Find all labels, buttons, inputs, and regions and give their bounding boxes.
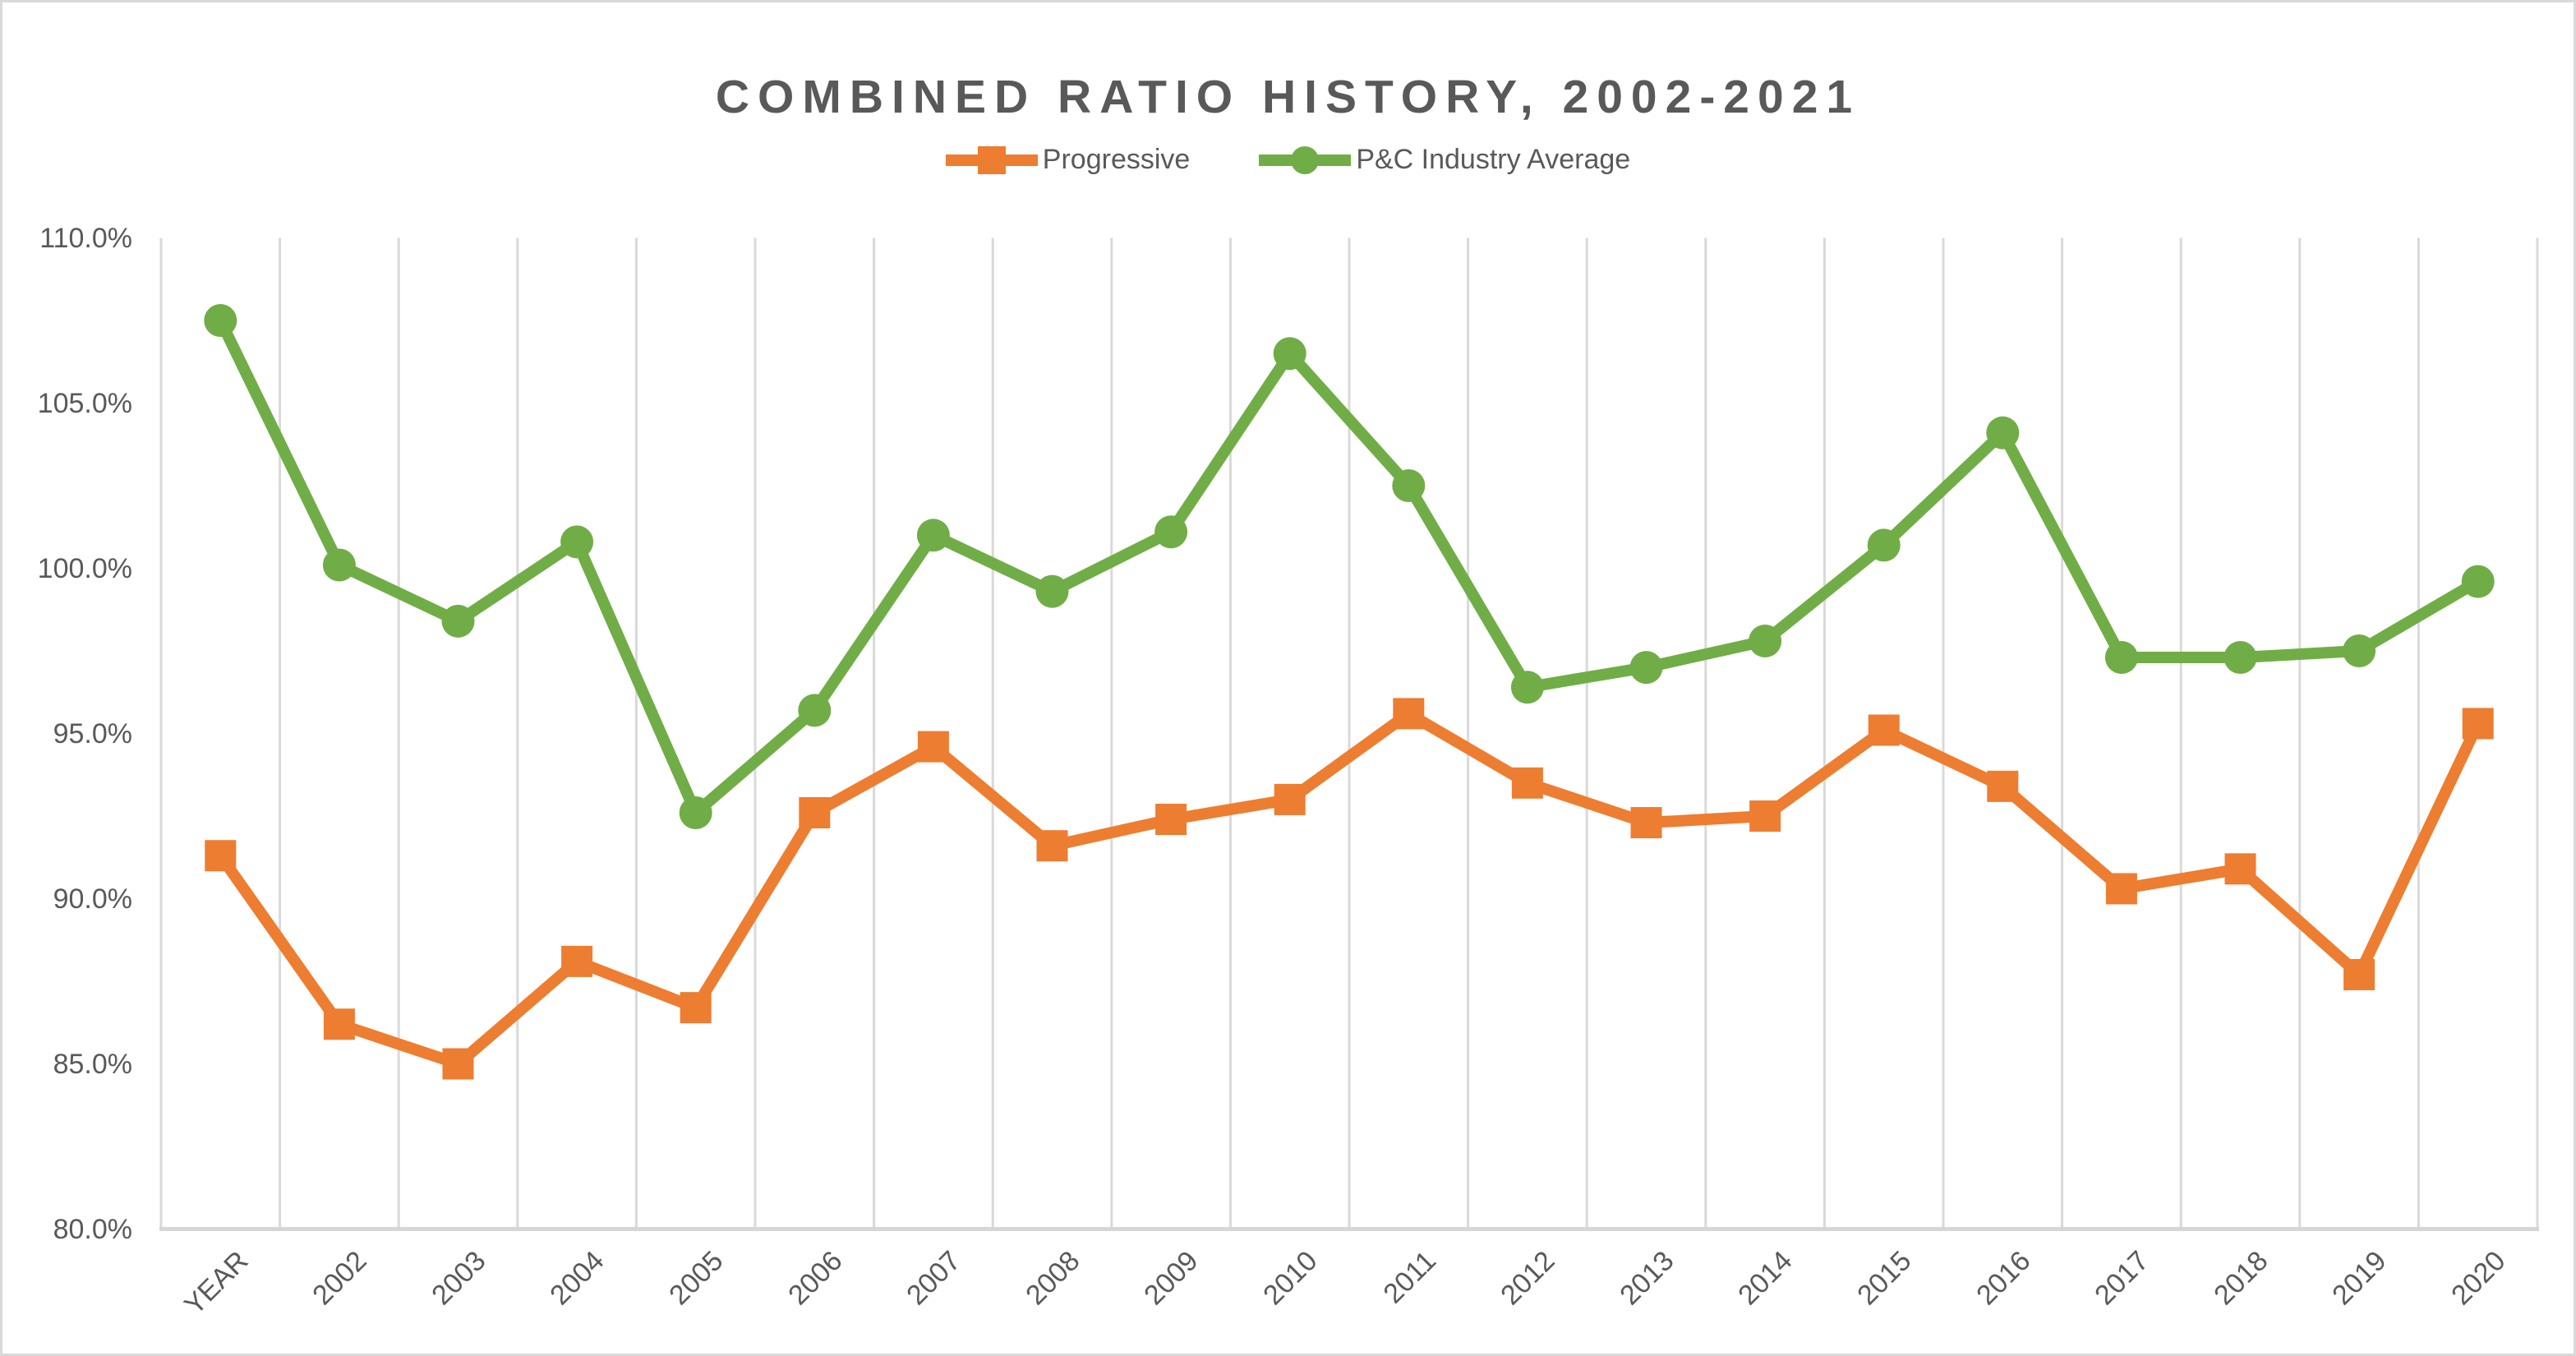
data-point-circle-marker — [322, 548, 356, 582]
data-point-square-marker — [1393, 698, 1425, 730]
data-point-circle-marker — [916, 519, 950, 552]
data-point-square-marker — [323, 1008, 355, 1040]
data-point-square-marker — [2462, 708, 2494, 740]
data-point-square-marker — [1749, 800, 1781, 832]
data-point-circle-marker — [560, 525, 594, 559]
chart-title: COMBINED RATIO HISTORY, 2002-2021 — [715, 71, 1861, 123]
data-point-circle-marker — [1986, 416, 2020, 450]
data-point-square-marker — [2224, 853, 2256, 885]
data-point-circle-marker — [1154, 515, 1188, 549]
y-axis-tick-label: 80.0% — [53, 1213, 132, 1245]
legend-item-progressive: Progressive — [945, 144, 1191, 176]
y-axis-tick-label: 105.0% — [37, 387, 132, 419]
data-point-square-marker — [1274, 783, 1306, 815]
data-point-square-marker — [1155, 804, 1187, 836]
data-point-square-marker — [917, 731, 949, 763]
y-axis-tick-label: 90.0% — [53, 883, 132, 915]
data-point-circle-marker — [2104, 641, 2138, 675]
circle-marker-icon — [1291, 145, 1320, 174]
data-point-square-marker — [1511, 767, 1543, 799]
data-point-square-marker — [1868, 714, 1900, 746]
data-point-square-marker — [442, 1048, 474, 1080]
legend-swatch-progressive — [945, 145, 1038, 176]
data-point-circle-marker — [2461, 565, 2495, 598]
data-point-square-marker — [799, 796, 831, 828]
data-point-circle-marker — [1510, 671, 1544, 704]
data-point-square-marker — [561, 945, 593, 977]
y-axis-tick-label: 110.0% — [39, 222, 132, 254]
data-point-square-marker — [680, 992, 712, 1024]
data-point-square-marker — [205, 840, 237, 872]
legend-label-industry-average: P&C Industry Average — [1356, 144, 1631, 175]
data-point-circle-marker — [1273, 337, 1306, 371]
data-point-circle-marker — [2343, 634, 2376, 667]
data-point-square-marker — [1630, 807, 1662, 839]
data-point-circle-marker — [1035, 574, 1069, 608]
series-line-progressive — [214, 708, 2484, 1070]
data-point-square-marker — [2343, 958, 2376, 990]
data-point-circle-marker — [1629, 651, 1663, 685]
square-marker-icon — [977, 145, 1006, 174]
legend-item-industry-average: P&C Industry Average — [1259, 144, 1630, 176]
data-point-circle-marker — [441, 604, 475, 638]
data-point-circle-marker — [204, 304, 237, 337]
data-point-circle-marker — [1749, 624, 1782, 657]
data-point-circle-marker — [798, 694, 832, 727]
legend: Progressive P&C Industry Average — [2, 144, 2574, 176]
data-point-circle-marker — [2223, 641, 2257, 675]
legend-label-progressive: Progressive — [1042, 144, 1191, 175]
data-point-square-marker — [1987, 770, 2019, 802]
data-point-square-marker — [1036, 830, 1068, 862]
data-point-circle-marker — [1867, 528, 1901, 562]
y-axis-tick-label: 100.0% — [37, 552, 132, 584]
data-point-circle-marker — [679, 796, 712, 829]
y-axis-tick-label: 95.0% — [53, 717, 132, 749]
legend-swatch-industry-average — [1259, 145, 1352, 176]
series-line-industry-average — [214, 315, 2484, 819]
data-point-square-marker — [2105, 873, 2137, 905]
data-point-circle-marker — [1392, 469, 1426, 502]
y-axis-tick-label: 85.0% — [53, 1048, 132, 1080]
